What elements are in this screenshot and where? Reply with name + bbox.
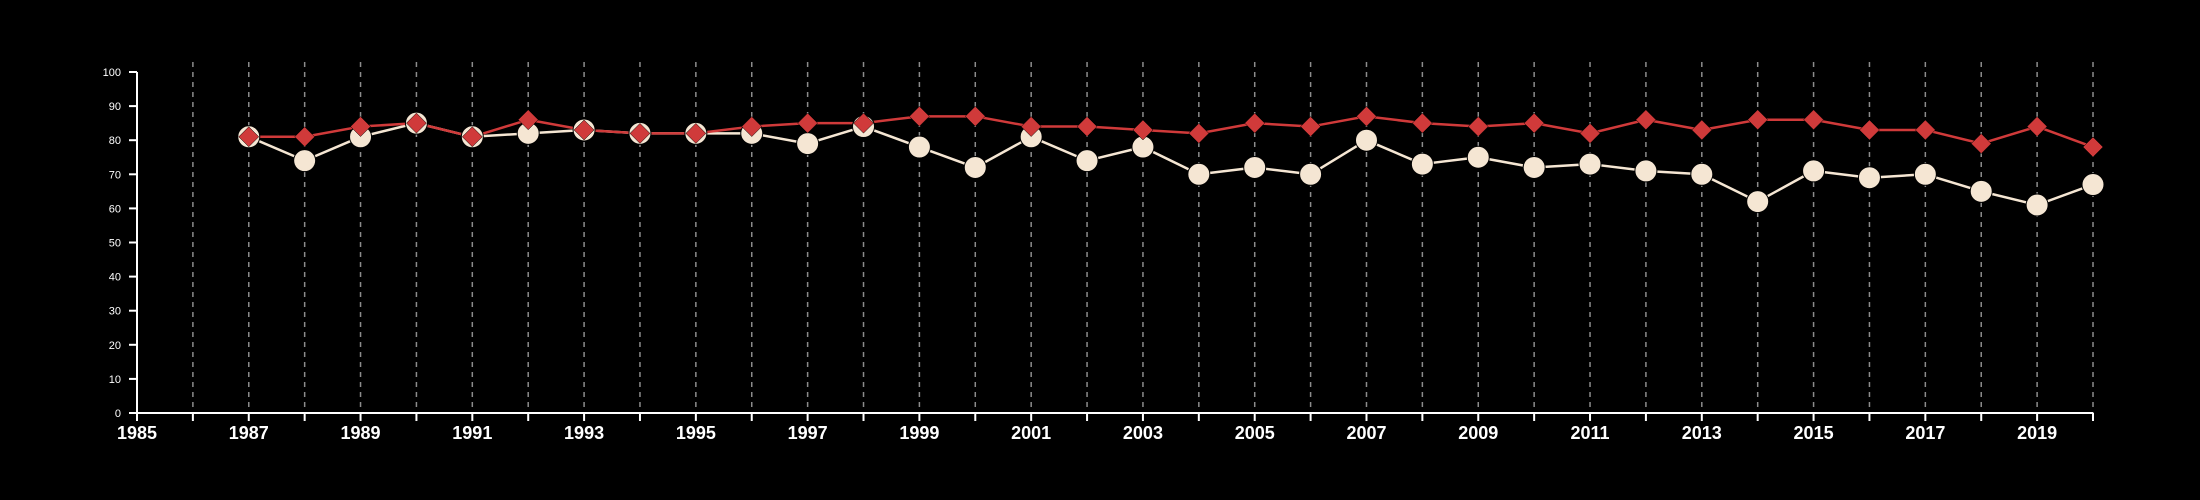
series-1-point-2000 [964, 105, 986, 127]
series-1-point-1997 [797, 112, 818, 134]
x-tick-label-1987: 1987 [229, 423, 269, 443]
x-tick-label-1991: 1991 [452, 423, 492, 443]
y-tick-label-80: 80 [109, 135, 121, 147]
y-tick-label-40: 40 [109, 272, 121, 284]
series-0-point-2011 [1578, 152, 1602, 176]
series-line-0 [248, 121, 2094, 207]
series-1-point-2017 [1914, 119, 1936, 141]
gridlines [192, 62, 2094, 413]
series-1-point-2007 [1356, 105, 1377, 127]
x-tick-label-1997: 1997 [788, 423, 828, 443]
series-0-point-2016 [1857, 166, 1881, 190]
series-1-point-1987 [238, 126, 260, 148]
series-1-point-1993 [573, 119, 595, 141]
series-0-point-2018 [1969, 179, 1993, 203]
series-0-point-2008 [1410, 152, 1434, 176]
series-1-point-1990 [406, 112, 427, 134]
series-1-point-1994 [629, 123, 651, 144]
series-1-point-1988 [294, 126, 316, 148]
series-group [237, 105, 2105, 217]
series-0-point-1997 [796, 132, 820, 156]
x-tick-label-1999: 1999 [899, 423, 939, 443]
series-1-point-2002 [1076, 116, 1098, 137]
x-tick-label-2017: 2017 [1905, 423, 1945, 443]
x-tick-label-2013: 2013 [1682, 423, 1722, 443]
x-tick-label-1995: 1995 [676, 423, 716, 443]
series-0-point-2012 [1634, 159, 1658, 183]
series-1-point-2019 [2026, 116, 2048, 137]
series-1-point-2006 [1300, 116, 1321, 137]
series-1-point-2018 [1970, 133, 1992, 154]
x-tick-label-1993: 1993 [564, 423, 604, 443]
series-1-point-2010 [1523, 112, 1545, 134]
series-1-point-2020 [2082, 136, 2104, 158]
x-tick-label-1989: 1989 [341, 423, 381, 443]
series-0-point-2015 [1802, 159, 1826, 183]
series-0-point-2000 [963, 155, 987, 179]
series-0-point-2017 [1913, 162, 1937, 186]
x-tick-label-2011: 2011 [1570, 423, 1609, 443]
y-tick-label-60: 60 [109, 203, 121, 215]
series-0-point-2004 [1187, 162, 1211, 186]
series-1-point-2001 [1020, 116, 1042, 137]
series-1-point-1995 [685, 123, 707, 144]
series-line-1 [248, 115, 2094, 149]
series-1-point-2016 [1859, 119, 1880, 141]
series-0-point-2010 [1522, 155, 1546, 179]
series-1-point-2014 [1747, 109, 1769, 131]
x-tick-label-2001: 2001 [1011, 423, 1051, 443]
series-1-point-1998 [853, 112, 874, 134]
series-1-point-1991 [461, 126, 483, 148]
y-tick-label-70: 70 [109, 169, 121, 181]
series-0-point-2019 [2025, 193, 2049, 217]
series-0-point-2009 [1466, 145, 1490, 169]
series-0-point-2007 [1354, 128, 1378, 152]
x-tick-label-2009: 2009 [1458, 423, 1498, 443]
y-tick-label-90: 90 [109, 101, 121, 113]
series-1-point-2009 [1467, 116, 1489, 137]
x-tick-label-2007: 2007 [1346, 423, 1386, 443]
series-0-point-1988 [293, 149, 317, 173]
series-1-point-1992 [517, 109, 539, 131]
y-tick-label-100: 100 [103, 67, 121, 79]
series-1-point-2012 [1635, 109, 1657, 131]
series-0-point-2020 [2081, 173, 2105, 197]
series-1-point-2005 [1244, 112, 1266, 134]
y-tick-label-50: 50 [109, 238, 121, 250]
x-tick-label-1985: 1985 [117, 423, 157, 443]
series-1-point-2008 [1412, 112, 1433, 134]
series-0-point-2014 [1746, 190, 1770, 214]
series-0-point-1999 [907, 135, 931, 159]
x-tick-label-2019: 2019 [2017, 423, 2057, 443]
series-1-point-1999 [909, 105, 930, 127]
series-0-point-2013 [1690, 162, 1714, 186]
series-0-point-2006 [1299, 162, 1323, 186]
y-tick-label-20: 20 [109, 340, 121, 352]
series-1-point-2011 [1579, 123, 1601, 144]
series-1-point-2013 [1691, 119, 1713, 141]
y-tick-label-10: 10 [109, 374, 121, 386]
y-tick-label-0: 0 [115, 408, 121, 420]
series-0-point-2002 [1075, 149, 1099, 173]
y-tick-label-30: 30 [109, 306, 121, 318]
series-1-point-1996 [741, 116, 763, 137]
axes: 1985 1987 1989 1991 1993 1995 1997 1999 2001 2003… [103, 67, 2094, 443]
series-1-point-2004 [1188, 123, 1210, 144]
x-tick-label-2015: 2015 [1794, 423, 1834, 443]
series-1-point-1989 [350, 116, 371, 137]
x-tick-label-2003: 2003 [1123, 423, 1163, 443]
series-1-point-2015 [1803, 109, 1824, 131]
x-tick-label-2005: 2005 [1235, 423, 1275, 443]
series-0-point-2005 [1243, 155, 1267, 179]
series-1-point-2003 [1132, 119, 1154, 141]
